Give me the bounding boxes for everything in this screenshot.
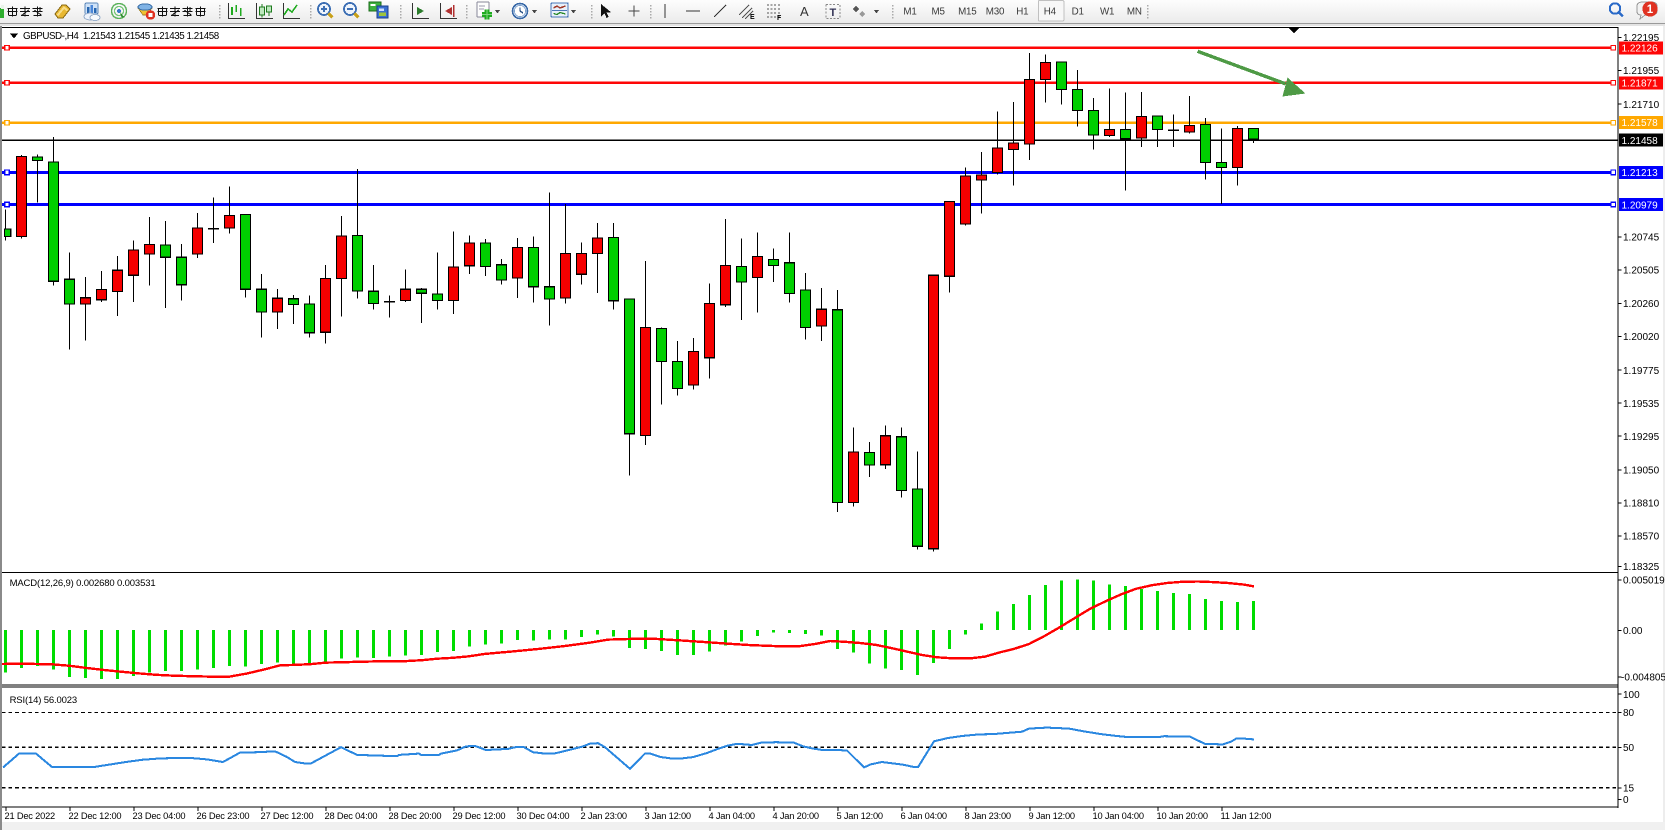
svg-text:80: 80 — [1623, 708, 1635, 719]
svg-text:11 Jan 12:00: 11 Jan 12:00 — [1221, 811, 1272, 821]
svg-text:0.00: 0.00 — [1623, 626, 1643, 637]
svg-text:4 Jan 04:00: 4 Jan 04:00 — [709, 811, 755, 821]
svg-text:E: E — [750, 14, 755, 21]
svg-text:26 Dec 23:00: 26 Dec 23:00 — [197, 811, 250, 821]
svg-text:1.19295: 1.19295 — [1623, 432, 1660, 443]
svg-text:H1: H1 — [1016, 7, 1028, 18]
svg-text:1.21213: 1.21213 — [1622, 168, 1659, 179]
svg-text:H4: H4 — [1044, 7, 1057, 18]
svg-text:F: F — [777, 15, 782, 22]
svg-text:23 Dec 04:00: 23 Dec 04:00 — [133, 811, 186, 821]
svg-text:8 Jan 23:00: 8 Jan 23:00 — [965, 811, 1011, 821]
svg-text:4 Jan 20:00: 4 Jan 20:00 — [773, 811, 819, 821]
svg-text:30 Dec 04:00: 30 Dec 04:00 — [517, 811, 570, 821]
svg-text:10 Jan 04:00: 10 Jan 04:00 — [1093, 811, 1144, 821]
svg-text:1.22126: 1.22126 — [1622, 44, 1659, 55]
svg-text:M15: M15 — [958, 7, 977, 18]
svg-text:1.22195: 1.22195 — [1623, 33, 1660, 44]
svg-text:D1: D1 — [1072, 7, 1084, 18]
svg-text:1.19050: 1.19050 — [1623, 466, 1660, 477]
svg-text:1.21458: 1.21458 — [1622, 136, 1659, 147]
svg-text:0.005019: 0.005019 — [1623, 576, 1665, 587]
svg-text:1.20020: 1.20020 — [1623, 332, 1660, 343]
svg-text:1.19535: 1.19535 — [1623, 399, 1660, 410]
svg-text:M30: M30 — [986, 7, 1005, 18]
svg-text:0: 0 — [1623, 795, 1629, 806]
svg-text:5 Jan 12:00: 5 Jan 12:00 — [837, 811, 883, 821]
svg-text:MACD(12,26,9) 0.002680 0.00353: MACD(12,26,9) 0.002680 0.003531 — [10, 578, 156, 589]
svg-text:1.18570: 1.18570 — [1623, 532, 1660, 543]
svg-text:29 Dec 12:00: 29 Dec 12:00 — [453, 811, 506, 821]
svg-text:A: A — [800, 4, 809, 19]
svg-text:3 Jan 12:00: 3 Jan 12:00 — [645, 811, 691, 821]
svg-text:21 Dec 2022: 21 Dec 2022 — [5, 811, 56, 821]
svg-text:6 Jan 04:00: 6 Jan 04:00 — [901, 811, 947, 821]
svg-text:28 Dec 20:00: 28 Dec 20:00 — [389, 811, 442, 821]
svg-text:M1: M1 — [903, 7, 916, 18]
svg-text:MN: MN — [1127, 7, 1142, 18]
svg-text:W1: W1 — [1100, 7, 1114, 18]
svg-text:10 Jan 20:00: 10 Jan 20:00 — [1157, 811, 1208, 821]
svg-text:1.20505: 1.20505 — [1623, 265, 1660, 276]
svg-text:M5: M5 — [932, 7, 946, 18]
svg-text:100: 100 — [1623, 690, 1640, 701]
svg-text:1.18810: 1.18810 — [1623, 499, 1660, 510]
svg-text:1.21710: 1.21710 — [1623, 100, 1660, 111]
svg-text:27 Dec 12:00: 27 Dec 12:00 — [261, 811, 314, 821]
svg-text:1: 1 — [1647, 4, 1654, 16]
svg-text:50: 50 — [1623, 743, 1635, 754]
svg-text:2 Jan 23:00: 2 Jan 23:00 — [581, 811, 627, 821]
svg-text:1.18325: 1.18325 — [1623, 562, 1660, 573]
svg-text:1.20260: 1.20260 — [1623, 299, 1660, 310]
svg-text:22 Dec 12:00: 22 Dec 12:00 — [69, 811, 122, 821]
svg-text:9 Jan 12:00: 9 Jan 12:00 — [1029, 811, 1075, 821]
svg-text:1.21871: 1.21871 — [1622, 79, 1659, 90]
svg-text:GBPUSD-,H4 1.21543 1.21545 1.: GBPUSD-,H4 1.21543 1.21545 1.21435 1.214… — [23, 31, 220, 42]
svg-text:15: 15 — [1623, 783, 1635, 794]
svg-text:-0.004805: -0.004805 — [1621, 673, 1665, 684]
svg-text:1.20745: 1.20745 — [1623, 232, 1660, 243]
svg-text:RSI(14) 56.0023: RSI(14) 56.0023 — [10, 695, 77, 706]
svg-text:1.19775: 1.19775 — [1623, 366, 1660, 377]
svg-text:1.21578: 1.21578 — [1622, 118, 1659, 129]
svg-text:T: T — [830, 7, 837, 19]
svg-text:1.20979: 1.20979 — [1622, 200, 1659, 211]
svg-text:1.21955: 1.21955 — [1623, 66, 1660, 77]
svg-text:28 Dec 04:00: 28 Dec 04:00 — [325, 811, 378, 821]
